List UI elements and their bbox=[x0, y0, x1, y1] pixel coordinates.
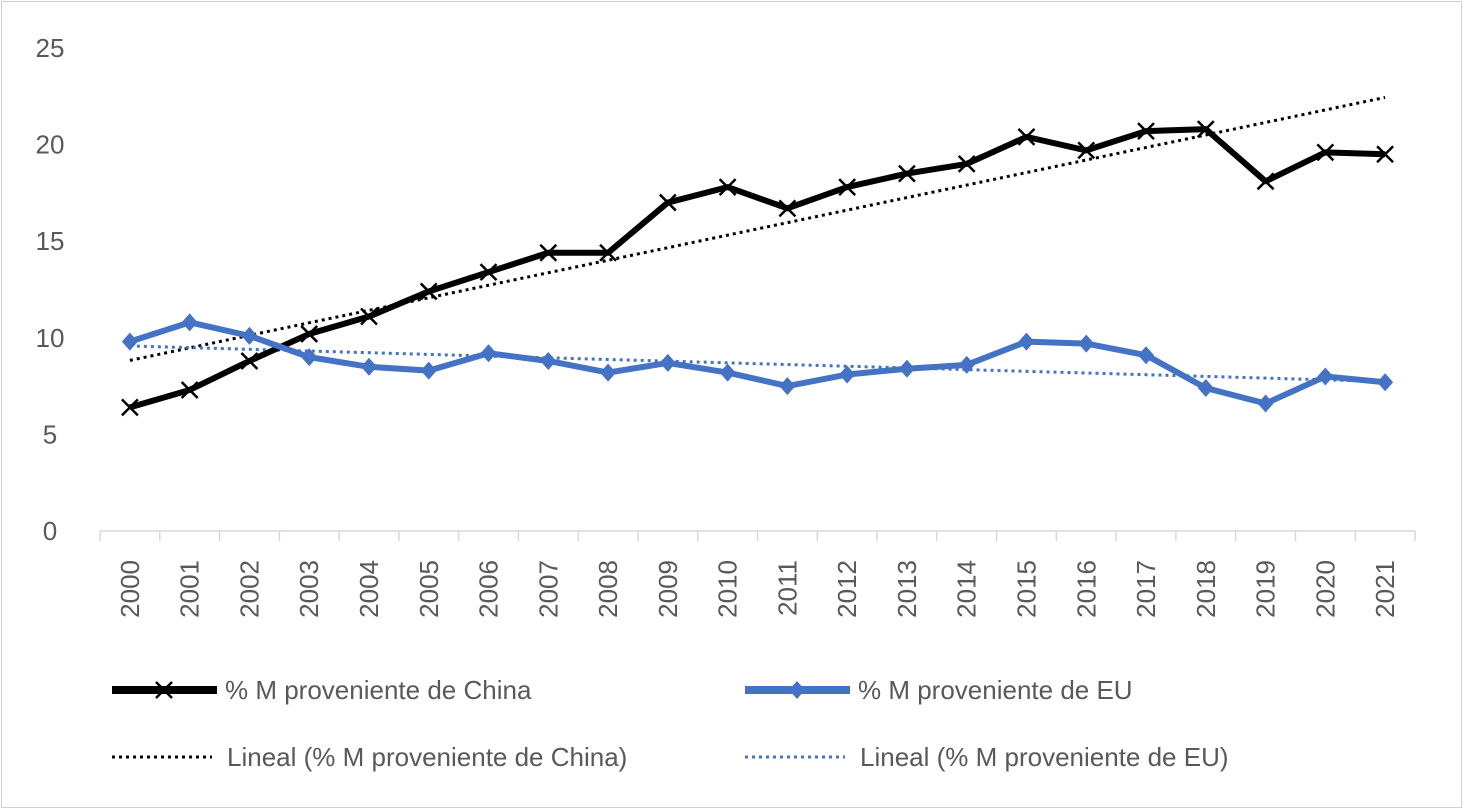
y-tick-label: 20 bbox=[36, 130, 65, 160]
x-tick-label: 2015 bbox=[1011, 560, 1041, 618]
x-tick-label: 2000 bbox=[115, 560, 145, 618]
x-tick-label: 2021 bbox=[1370, 560, 1400, 618]
data-point-diamond-marker bbox=[719, 363, 736, 382]
data-point-x-marker bbox=[898, 164, 916, 183]
data-point-x-marker bbox=[360, 307, 378, 326]
data-point-x-marker bbox=[1017, 127, 1036, 146]
x-tick-label: 2009 bbox=[653, 560, 683, 618]
x-tick-label: 2014 bbox=[952, 560, 982, 618]
x-tick-label: 2019 bbox=[1251, 560, 1281, 618]
legend-diamond-marker bbox=[789, 681, 805, 699]
data-point-x-marker bbox=[180, 381, 199, 399]
x-tick-label: 2012 bbox=[832, 560, 862, 618]
data-point-x-marker bbox=[539, 243, 558, 262]
x-tick-label: 2007 bbox=[533, 560, 563, 618]
x-tick-label: 2011 bbox=[772, 560, 802, 616]
series-line bbox=[128, 319, 1386, 407]
legend-label: Lineal (% M proveniente de China) bbox=[227, 742, 627, 772]
legend-label: Lineal (% M proveniente de EU) bbox=[860, 742, 1229, 772]
data-point-diamond-marker bbox=[1317, 367, 1334, 386]
data-point-x-marker bbox=[121, 398, 139, 417]
data-point-diamond-marker bbox=[121, 332, 138, 351]
data-point-diamond-marker bbox=[600, 363, 617, 382]
y-tick-label: 25 bbox=[36, 33, 65, 63]
data-point-x-marker bbox=[599, 243, 617, 262]
data-point-x-marker bbox=[778, 199, 797, 218]
legend-label: % M proveniente de China bbox=[225, 675, 532, 705]
x-tick-label: 2018 bbox=[1191, 560, 1221, 618]
data-point-diamond-marker bbox=[779, 377, 796, 396]
data-point-x-marker bbox=[658, 193, 677, 212]
y-tick-label: 10 bbox=[36, 323, 65, 353]
data-point-x-marker bbox=[838, 178, 857, 196]
data-point-x-marker bbox=[957, 155, 976, 173]
data-point-x-marker bbox=[718, 178, 737, 196]
data-point-diamond-marker bbox=[1377, 373, 1394, 392]
data-point-diamond-marker bbox=[839, 365, 856, 384]
legend-x-marker bbox=[155, 681, 173, 699]
data-point-diamond-marker bbox=[181, 313, 198, 332]
data-point-x-marker bbox=[479, 263, 498, 281]
data-point-diamond-marker bbox=[420, 361, 437, 380]
x-tick-label: 2020 bbox=[1310, 560, 1340, 618]
data-point-diamond-marker bbox=[659, 353, 676, 372]
data-point-diamond-marker bbox=[1138, 346, 1155, 365]
data-point-x-marker bbox=[1196, 120, 1215, 139]
x-tick-label: 2002 bbox=[234, 560, 264, 618]
data-point-x-marker bbox=[300, 325, 319, 343]
series-line bbox=[129, 126, 1386, 411]
x-tick-label: 2003 bbox=[294, 560, 324, 618]
x-tick-label: 2013 bbox=[892, 560, 922, 618]
data-point-x-marker bbox=[1316, 143, 1335, 162]
data-point-diamond-marker bbox=[360, 357, 377, 376]
data-point-diamond-marker bbox=[480, 344, 497, 363]
data-point-diamond-marker bbox=[1257, 394, 1274, 413]
data-point-x-marker bbox=[1137, 122, 1155, 140]
y-tick-label: 5 bbox=[43, 419, 57, 449]
data-point-diamond-marker bbox=[301, 348, 318, 367]
data-point-diamond-marker bbox=[958, 355, 975, 374]
data-point-diamond-marker bbox=[898, 359, 915, 378]
legend-label: % M proveniente de EU bbox=[858, 675, 1133, 705]
data-point-diamond-marker bbox=[1078, 334, 1095, 353]
data-point-x-marker bbox=[240, 352, 259, 370]
x-tick-label: 2006 bbox=[474, 560, 504, 618]
x-tick-label: 2010 bbox=[713, 560, 743, 618]
data-point-diamond-marker bbox=[540, 351, 557, 370]
data-point-diamond-marker bbox=[1018, 332, 1035, 351]
trendline bbox=[129, 95, 1386, 362]
data-point-x-marker bbox=[1077, 141, 1096, 160]
trendline bbox=[129, 344, 1386, 383]
x-tick-label: 2004 bbox=[354, 560, 384, 618]
x-tick-label: 2001 bbox=[175, 560, 205, 618]
data-point-diamond-marker bbox=[1197, 379, 1214, 398]
data-point-x-marker bbox=[1256, 172, 1275, 191]
y-tick-label: 0 bbox=[43, 516, 57, 546]
data-point-x-marker bbox=[1376, 145, 1394, 164]
x-tick-label: 2008 bbox=[593, 560, 623, 618]
data-point-diamond-marker bbox=[241, 326, 258, 345]
data-point-x-marker bbox=[419, 282, 438, 301]
x-tick-label: 2016 bbox=[1071, 560, 1101, 618]
y-tick-label: 15 bbox=[36, 226, 65, 256]
x-tick-label: 2017 bbox=[1131, 560, 1161, 618]
x-tick-label: 2005 bbox=[414, 560, 444, 618]
